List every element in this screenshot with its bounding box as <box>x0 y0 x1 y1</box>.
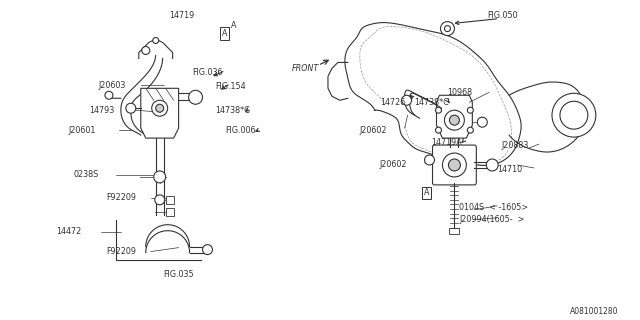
Circle shape <box>435 127 442 133</box>
Text: F92209: F92209 <box>106 247 136 256</box>
Circle shape <box>449 115 460 125</box>
Text: 0104S  < -1605>: 0104S < -1605> <box>460 203 529 212</box>
Text: FIG.154: FIG.154 <box>216 82 246 91</box>
Text: 14793: 14793 <box>89 106 115 115</box>
Circle shape <box>552 93 596 137</box>
Text: 0238S: 0238S <box>73 171 99 180</box>
Circle shape <box>155 195 164 205</box>
Text: J20601: J20601 <box>68 126 95 135</box>
Circle shape <box>156 104 164 112</box>
Circle shape <box>202 244 212 255</box>
Text: J20994(1605-  >: J20994(1605- > <box>460 215 525 224</box>
Circle shape <box>440 22 454 36</box>
Circle shape <box>560 101 588 129</box>
Text: 14738*C: 14738*C <box>415 98 449 107</box>
Text: J20883: J20883 <box>501 140 529 149</box>
Text: A: A <box>221 29 227 38</box>
Circle shape <box>467 107 474 113</box>
Circle shape <box>449 159 460 171</box>
FancyBboxPatch shape <box>433 145 476 185</box>
Text: 14738*C: 14738*C <box>216 106 250 115</box>
Text: A: A <box>424 188 429 197</box>
Text: J20603: J20603 <box>98 81 125 90</box>
Circle shape <box>444 110 465 130</box>
Circle shape <box>442 153 467 177</box>
Circle shape <box>153 37 159 44</box>
Text: FIG.006: FIG.006 <box>225 126 256 135</box>
Polygon shape <box>141 88 179 138</box>
Circle shape <box>444 26 451 32</box>
Text: 10968: 10968 <box>447 88 472 97</box>
Text: J20602: J20602 <box>380 160 407 170</box>
Text: F92209: F92209 <box>106 193 136 202</box>
Circle shape <box>435 107 442 113</box>
Circle shape <box>152 100 168 116</box>
Text: 14472: 14472 <box>56 227 81 236</box>
Text: 14710: 14710 <box>497 165 522 174</box>
Text: A081001280: A081001280 <box>570 307 619 316</box>
Text: 14719A: 14719A <box>431 138 462 147</box>
Text: FIG.036: FIG.036 <box>193 68 223 77</box>
Text: 14726: 14726 <box>380 98 405 107</box>
Text: FIG.035: FIG.035 <box>164 270 195 279</box>
Circle shape <box>477 117 487 127</box>
Text: FRONT: FRONT <box>292 64 319 73</box>
Bar <box>166 196 173 204</box>
Circle shape <box>105 91 113 99</box>
Circle shape <box>467 127 474 133</box>
Circle shape <box>424 155 435 165</box>
Circle shape <box>142 46 150 54</box>
Text: FIG.050: FIG.050 <box>487 11 518 20</box>
Bar <box>449 228 460 234</box>
Circle shape <box>154 171 166 183</box>
Circle shape <box>402 95 412 105</box>
Polygon shape <box>436 95 472 138</box>
Circle shape <box>126 103 136 113</box>
Text: 14719: 14719 <box>169 11 194 20</box>
Circle shape <box>486 159 498 171</box>
Circle shape <box>189 90 202 104</box>
Bar <box>166 208 173 216</box>
Text: J20602: J20602 <box>360 126 387 135</box>
Text: A: A <box>230 21 236 30</box>
